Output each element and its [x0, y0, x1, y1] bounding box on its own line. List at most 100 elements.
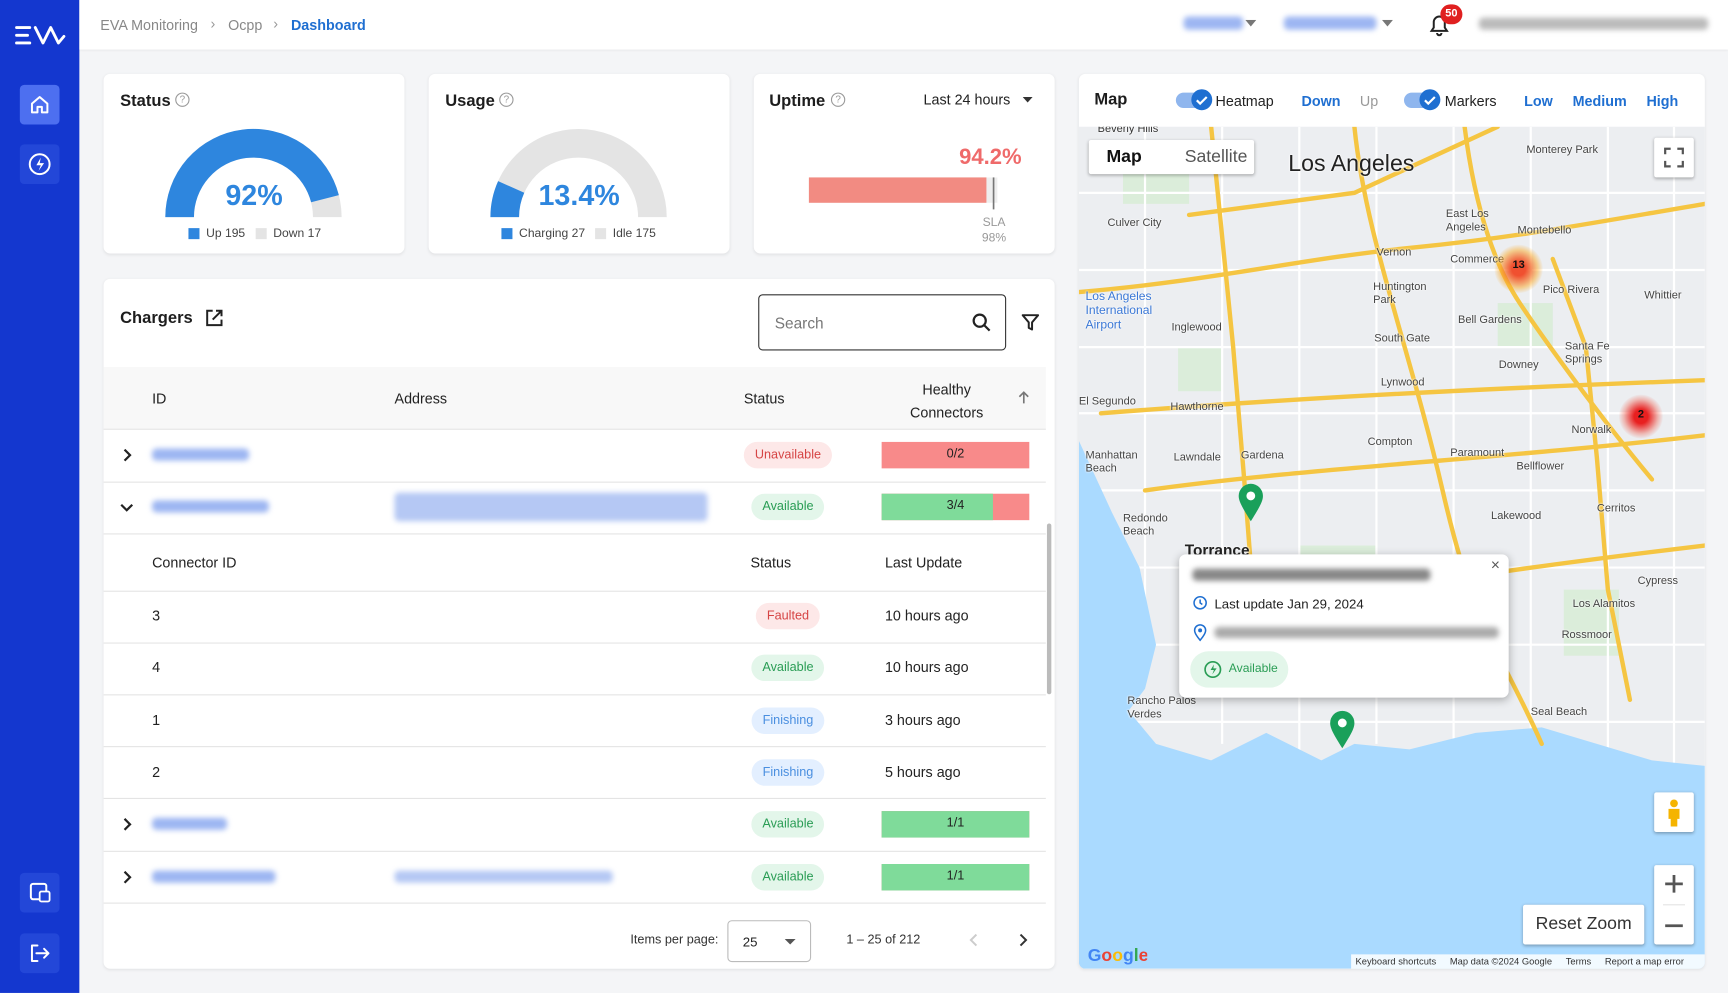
connector-id: 1 [152, 711, 161, 729]
place-label: Manhattan Beach [1085, 449, 1138, 475]
last-update: 3 hours ago [884, 711, 961, 729]
column-header[interactable]: Healthy Connectors [910, 381, 984, 421]
row-divider [103, 694, 1046, 696]
charger-marker[interactable] [1329, 710, 1355, 750]
expand-toggle[interactable] [119, 870, 134, 885]
legend-label: Idle 175 [612, 227, 656, 241]
card-title: Chargers [120, 308, 193, 328]
country-select[interactable] [1283, 16, 1377, 30]
expand-toggle[interactable] [119, 499, 134, 514]
row-divider [103, 533, 1046, 535]
sort-icon[interactable] [1017, 390, 1030, 404]
uptime-card: Uptime ? Last 24 hours 94.2% SLA 98% [753, 73, 1055, 254]
attribution-link[interactable]: Keyboard shortcuts [1355, 955, 1437, 967]
logo[interactable] [13, 24, 66, 46]
status-chip: Available [751, 811, 825, 838]
zoom-in[interactable] [1665, 875, 1683, 893]
row-divider [103, 641, 1046, 644]
sla-value: 98% [981, 231, 1007, 245]
sla-label: SLA [982, 215, 1006, 230]
attribution-link[interactable]: Report a map error [1604, 955, 1684, 967]
search-icon[interactable] [972, 313, 992, 333]
legend-label: Charging 27 [519, 227, 586, 241]
nav-home[interactable] [19, 84, 60, 125]
place-label: Paramount [1450, 447, 1505, 460]
place-label: Montebello [1517, 224, 1572, 237]
open-link-icon[interactable] [204, 307, 225, 328]
user-email[interactable] [1478, 17, 1709, 30]
items-per-page-select[interactable]: 25 [727, 920, 812, 963]
place-label: Lawndale [1173, 451, 1221, 464]
status-chip: Available [751, 493, 825, 521]
row-divider [103, 798, 1046, 800]
row-divider [103, 428, 1046, 430]
breadcrumb[interactable]: Ocpp [228, 16, 263, 34]
heatmap-option[interactable]: Down [1301, 92, 1341, 110]
map-tab[interactable]: Map [1106, 147, 1142, 167]
column-header[interactable]: Address [394, 390, 448, 407]
heat-cluster[interactable] [1494, 244, 1543, 294]
help-icon[interactable]: ? [499, 92, 514, 107]
search-placeholder: Search [774, 314, 824, 332]
marker-option[interactable]: Low [1524, 92, 1553, 110]
filter-icon[interactable] [1021, 313, 1040, 331]
map-tab[interactable]: Satellite [1184, 147, 1248, 167]
toggle-knob[interactable] [1419, 89, 1441, 111]
healthy-bar: 1/1 [881, 811, 1030, 838]
charger-id [152, 817, 228, 830]
table-header [103, 366, 1046, 429]
toggle-knob[interactable] [1191, 89, 1213, 111]
column-header[interactable]: ID [152, 390, 167, 407]
chevron [123, 870, 132, 884]
charger-address [394, 492, 708, 522]
place-label: Los Angeles [1288, 150, 1415, 177]
place-label: Gardena [1240, 449, 1284, 462]
heatmap-option[interactable]: Up [1359, 92, 1379, 110]
fullscreen-button[interactable] [1654, 137, 1694, 178]
reset-zoom-button[interactable]: Reset Zoom [1523, 904, 1645, 945]
nav-charging[interactable] [19, 144, 60, 185]
search-input[interactable]: Search [758, 294, 1007, 351]
marker-option[interactable]: High [1646, 92, 1679, 110]
status-chip: Unavailable [743, 441, 833, 469]
cluster-count: 13 [1512, 258, 1525, 272]
place-label: Lakewood [1491, 510, 1542, 523]
healthy-fill [881, 493, 993, 521]
last-update: 10 hours ago [884, 607, 969, 624]
healthy-label: 1/1 [946, 816, 965, 830]
place-label: Hawthorne [1170, 401, 1224, 414]
help-icon[interactable]: ? [830, 92, 846, 107]
company-select[interactable] [1183, 16, 1244, 30]
column-header[interactable]: Status [743, 390, 785, 407]
help-icon[interactable]: ? [175, 92, 190, 107]
marker-option[interactable]: Medium [1572, 92, 1627, 110]
street-view-button[interactable] [1654, 792, 1694, 833]
healthy-label: 3/4 [946, 499, 965, 513]
prev-page[interactable] [966, 932, 981, 947]
notification-badge: 50 [1440, 4, 1463, 25]
place-label: Huntington Park [1373, 281, 1427, 307]
expand-toggle[interactable] [119, 817, 134, 832]
map[interactable]: Los Angeles Torrance Beverly Hills Culver C… [1078, 126, 1705, 969]
next-page[interactable] [1015, 932, 1030, 947]
expand-toggle[interactable] [119, 447, 134, 462]
nav-devices[interactable] [19, 872, 60, 913]
last-update: 5 hours ago [884, 763, 961, 781]
connector-id: 2 [152, 763, 161, 781]
healthy-bar: 0/2 [881, 441, 1030, 469]
charger-marker[interactable] [1238, 483, 1264, 523]
gauge-value: 13.4% [538, 178, 620, 212]
heat-cluster[interactable] [1618, 394, 1663, 439]
charger-id [152, 500, 269, 513]
popup-close[interactable]: × [1490, 555, 1500, 574]
scrollbar[interactable] [1046, 523, 1052, 695]
sub-column-header: Connector ID [152, 554, 237, 571]
range-select[interactable]: Last 24 hours [923, 91, 1011, 108]
attribution-link[interactable]: Terms [1565, 955, 1592, 967]
place-label: Vernon [1376, 246, 1412, 259]
place-label: Inglewood [1171, 321, 1222, 334]
nav-logout[interactable] [19, 933, 60, 974]
clock-icon [1193, 595, 1207, 610]
breadcrumb[interactable]: EVA Monitoring [100, 16, 198, 34]
healthy-fill [881, 811, 1030, 838]
